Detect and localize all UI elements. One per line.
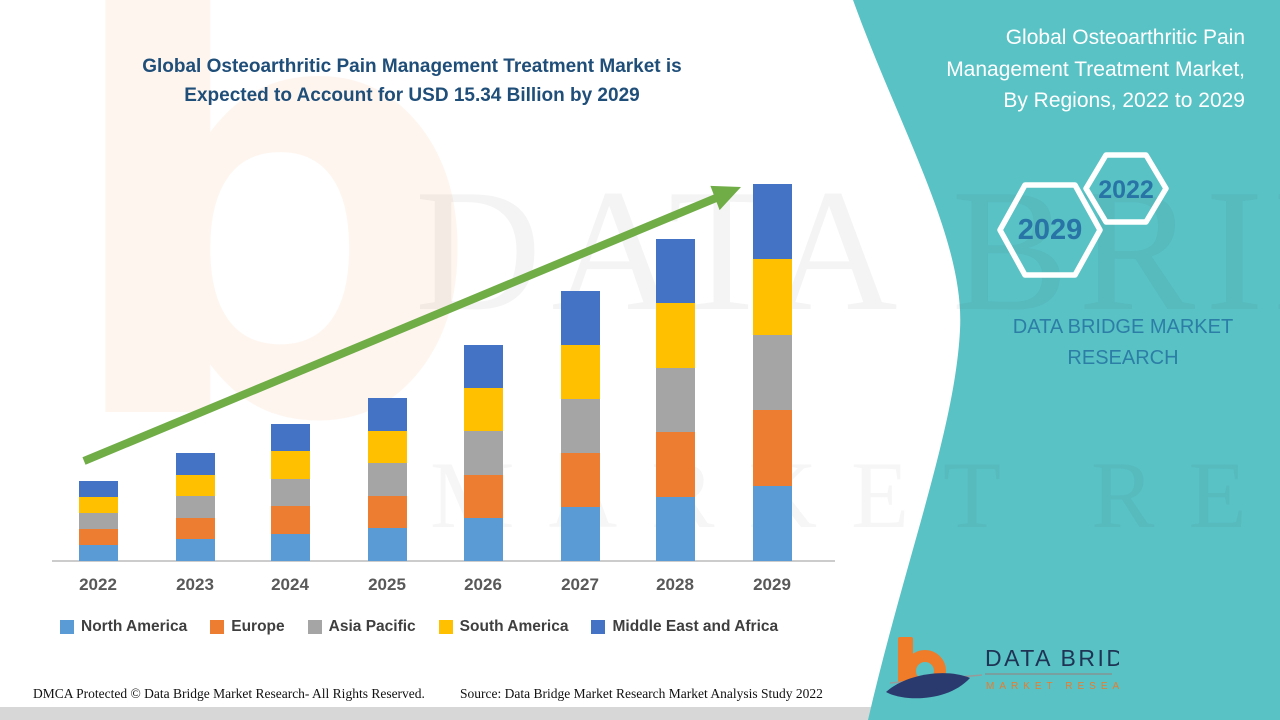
panel-brand-text: DATA BRIDGE MARKET RESEARCH (1012, 316, 1234, 369)
bar-segment-europe (655, 432, 695, 497)
bar-segment-north-america (175, 539, 215, 561)
bar-segment-middle-east-and-africa (655, 239, 695, 304)
stacked-bar-2022 (78, 481, 118, 561)
legend-label: Middle East and Africa (612, 618, 779, 635)
bar-segment-south-america (655, 303, 695, 368)
legend-item-middle-east-and-africa: Middle East and Africa (591, 618, 778, 636)
bar-segment-europe (175, 517, 215, 540)
logo-swoosh (886, 673, 970, 699)
x-axis-label-2024: 2024 (271, 575, 309, 594)
bar-segment-europe (752, 410, 792, 486)
bar-segment-north-america (78, 545, 118, 561)
hexagon-2022-outline (1083, 152, 1169, 225)
bar-segment-south-america (270, 451, 310, 479)
source-note: Source: Data Bridge Market Research Mark… (460, 686, 823, 701)
stacked-bar-2026 (463, 345, 503, 562)
bar-segment-north-america (655, 496, 695, 562)
stacked-bar-2023 (175, 453, 215, 561)
legend-swatch-icon (60, 620, 74, 634)
panel-title: Global Osteoarthritic Pain Management Tr… (946, 26, 1245, 112)
bar-segment-south-america (78, 497, 118, 513)
x-axis-label-2025: 2025 (368, 575, 406, 594)
logo-subtitle: MARKET RESEARCH (986, 681, 1119, 692)
stacked-bar-2029 (752, 184, 792, 562)
databridge-logo: DATA BRIDGE MARKET RESEARCH (886, 637, 1119, 699)
x-axis-label-2026: 2026 (464, 575, 502, 594)
bar-segment-middle-east-and-africa (270, 424, 310, 452)
bar-segment-middle-east-and-africa (752, 184, 792, 260)
stacked-bar-2025 (367, 398, 407, 561)
legend-label: Asia Pacific (328, 618, 416, 635)
x-axis-label-2028: 2028 (656, 575, 694, 594)
teal-swoosh-shape (853, 0, 1280, 720)
hexagon-2029-label: 2029 (1018, 214, 1083, 246)
bar-segment-europe (367, 495, 407, 529)
legend-swatch-icon (438, 620, 453, 634)
dmca-notice: DMCA Protected © Data Bridge Market Rese… (33, 686, 425, 701)
x-axis-label-2029: 2029 (753, 575, 791, 594)
bar-segment-north-america (560, 507, 600, 561)
legend-item-south-america: South America (438, 618, 569, 636)
legend-item-north-america: North America (60, 618, 187, 636)
logo-wordmark: DATA BRIDGE (985, 645, 1119, 671)
hexagon-2029: 2029 (997, 182, 1103, 278)
bar-segment-south-america (752, 259, 792, 335)
legend-label: North America (81, 618, 188, 635)
legend-label: Europe (231, 618, 285, 635)
bar-segment-north-america (367, 528, 407, 561)
bar-segment-middle-east-and-africa (560, 291, 600, 345)
legend-swatch-icon (307, 620, 322, 634)
year-hexagons: 2022 2029 (997, 152, 1169, 278)
bar-segment-asia-pacific (175, 496, 215, 518)
hexagon-2022-label: 2022 (1098, 176, 1154, 204)
bar-segment-south-america (560, 345, 600, 399)
bar-segment-south-america (367, 430, 407, 464)
bar-segment-europe (463, 474, 503, 518)
bar-segment-asia-pacific (270, 478, 310, 507)
bar-segment-middle-east-and-africa (463, 345, 503, 389)
legend-swatch-icon (210, 620, 225, 634)
x-axis-label-2022: 2022 (79, 575, 117, 594)
legend-label: South America (459, 618, 569, 635)
bar-segment-asia-pacific (367, 463, 407, 496)
bar-segment-europe (270, 506, 310, 534)
bar-segment-south-america (463, 388, 503, 432)
bar-segment-asia-pacific (655, 367, 695, 433)
bar-segment-middle-east-and-africa (175, 453, 215, 475)
bar-segment-middle-east-and-africa (78, 481, 118, 497)
x-axis-label-2023: 2023 (176, 575, 214, 594)
bar-segment-north-america (752, 485, 792, 562)
bar-segment-europe (78, 529, 118, 545)
bar-segment-asia-pacific (78, 513, 118, 529)
legend-swatch-icon (591, 620, 606, 634)
bar-segment-asia-pacific (560, 399, 600, 453)
x-axis-label-2027: 2027 (561, 575, 599, 594)
hexagon-2029-outline (997, 182, 1103, 278)
bar-segment-asia-pacific (752, 334, 792, 411)
x-axis-line (52, 560, 835, 562)
bar-segment-south-america (175, 474, 215, 497)
legend-item-europe: Europe (210, 618, 285, 636)
chart-title: Global Osteoarthritic Pain Management Tr… (142, 56, 682, 107)
bar-segment-europe (560, 453, 600, 507)
bar-segment-asia-pacific (463, 431, 503, 475)
stacked-bar-2028 (655, 239, 695, 562)
bar-segment-north-america (270, 533, 310, 562)
stacked-bar-2024 (270, 424, 310, 562)
bar-segment-north-america (463, 517, 503, 562)
bar-segment-middle-east-and-africa (367, 398, 407, 431)
chart-legend: North America Europe Asia Pacific South Ame… (60, 618, 778, 636)
hexagon-2022: 2022 (1083, 152, 1169, 225)
legend-item-asia-pacific: Asia Pacific (307, 618, 416, 636)
stacked-bar-2027 (560, 291, 600, 561)
